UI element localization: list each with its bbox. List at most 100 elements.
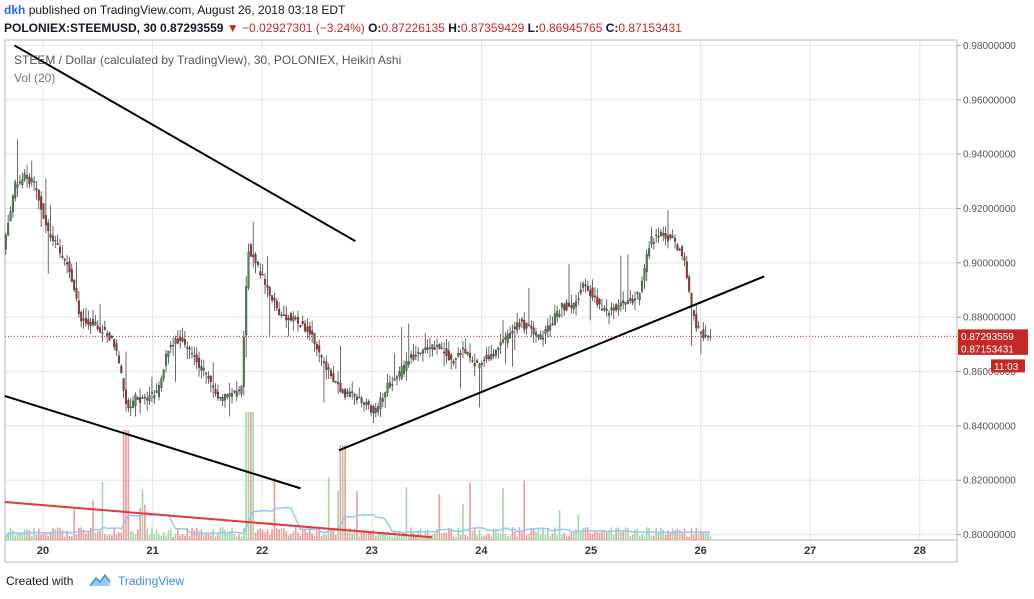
volume-bar bbox=[466, 536, 469, 540]
candle-body bbox=[82, 318, 85, 321]
volume-bar bbox=[516, 536, 518, 540]
volume-bar bbox=[407, 536, 410, 540]
volume-bar bbox=[247, 412, 250, 540]
y-tick-label: 0.86000000 bbox=[963, 367, 1016, 378]
volume-bar bbox=[645, 527, 648, 540]
volume-bar bbox=[537, 528, 540, 540]
candle-body bbox=[473, 362, 476, 367]
x-tick-label: 27 bbox=[804, 545, 816, 557]
volume-bar bbox=[139, 507, 141, 540]
volume-bar bbox=[700, 530, 702, 540]
candle-body bbox=[334, 381, 337, 383]
candle-body bbox=[525, 322, 528, 329]
candle-body bbox=[551, 323, 554, 326]
candle-body bbox=[695, 314, 698, 329]
volume-bar bbox=[523, 480, 526, 540]
candle-body bbox=[652, 242, 655, 244]
price-axis[interactable]: 0.98000000 0.96000000 0.94000000 0.92000000… bbox=[957, 41, 1016, 541]
candle-body bbox=[497, 347, 500, 350]
volume-bar bbox=[535, 532, 537, 540]
volume-bar bbox=[165, 535, 167, 540]
candle-body bbox=[490, 353, 493, 360]
candle-body bbox=[273, 297, 276, 301]
volume-bar bbox=[285, 531, 288, 540]
candle-body bbox=[287, 317, 290, 321]
candle-body bbox=[676, 244, 679, 251]
tradingview-logo-icon[interactable] bbox=[88, 572, 112, 588]
candle-body bbox=[657, 236, 660, 238]
price-chart[interactable]: 0.98000000 0.96000000 0.94000000 0.92000000… bbox=[0, 0, 1034, 564]
candle-body bbox=[648, 248, 651, 256]
candle-body bbox=[393, 378, 396, 381]
volume-bar bbox=[14, 535, 17, 540]
volume-bar bbox=[240, 536, 243, 540]
volume-bar bbox=[125, 430, 127, 540]
volume-bar bbox=[678, 529, 681, 540]
volume-bar bbox=[601, 529, 603, 540]
volume-bar bbox=[431, 534, 434, 540]
candle-body bbox=[579, 289, 582, 294]
candle-body bbox=[650, 236, 653, 245]
candle-body bbox=[115, 343, 118, 351]
candle-body bbox=[487, 355, 490, 360]
volume-bar bbox=[153, 534, 156, 540]
candle-body bbox=[242, 336, 245, 387]
volume-bar bbox=[341, 445, 344, 540]
volume-bar bbox=[589, 533, 592, 540]
volume-bar bbox=[629, 536, 632, 540]
candle-body bbox=[320, 355, 323, 358]
candle-body bbox=[478, 363, 481, 369]
tradingview-brand[interactable]: TradingView bbox=[118, 574, 185, 588]
candle-body bbox=[66, 262, 69, 265]
volume-bar bbox=[469, 482, 471, 540]
volume-bar bbox=[615, 528, 617, 540]
candle-body bbox=[457, 352, 460, 357]
candle-body bbox=[294, 317, 297, 320]
volume-bar bbox=[558, 510, 561, 540]
volume-bar bbox=[554, 527, 556, 540]
candle-body bbox=[553, 313, 556, 326]
candle-body bbox=[502, 339, 505, 343]
volume-bar bbox=[231, 527, 233, 540]
candle-body bbox=[426, 347, 429, 350]
candle-body bbox=[228, 393, 231, 397]
volume-bar bbox=[575, 529, 577, 540]
volume-bar bbox=[443, 532, 445, 540]
candle-body bbox=[174, 338, 177, 344]
candle-body bbox=[645, 253, 648, 273]
publish-header: dkh published on TradingView.com, August… bbox=[4, 3, 345, 19]
volume-bar bbox=[492, 529, 495, 540]
volume-bar bbox=[219, 527, 222, 540]
volume-bars bbox=[5, 412, 712, 540]
volume-bar bbox=[132, 531, 134, 540]
candle-body bbox=[254, 254, 257, 263]
candle-body bbox=[466, 352, 469, 355]
candle-body bbox=[127, 400, 130, 409]
volume-bar bbox=[311, 533, 313, 540]
price-label-bg bbox=[958, 341, 1028, 355]
volume-bar bbox=[476, 535, 478, 540]
volume-bar bbox=[151, 527, 153, 540]
volume-bar bbox=[410, 527, 412, 540]
volume-bar bbox=[549, 536, 551, 540]
volume-bar bbox=[332, 528, 335, 540]
volume-bar bbox=[506, 536, 509, 540]
volume-bar bbox=[379, 533, 382, 540]
volume-bar bbox=[440, 533, 443, 540]
volume-bar bbox=[294, 527, 297, 540]
candle-body bbox=[179, 337, 182, 341]
author-name[interactable]: dkh bbox=[4, 3, 26, 17]
volume-bar bbox=[605, 530, 608, 540]
trendline bbox=[4, 395, 301, 490]
volume-bar bbox=[19, 532, 21, 540]
candle-body bbox=[671, 235, 674, 238]
candle-body bbox=[683, 256, 686, 261]
candle-body bbox=[205, 372, 208, 375]
volume-bar bbox=[49, 531, 52, 540]
candle-body bbox=[139, 397, 142, 403]
time-axis[interactable]: 20 21 22 23 24 25 26 27 28 bbox=[37, 545, 926, 557]
candle-body bbox=[4, 235, 7, 250]
volume-bar bbox=[483, 536, 485, 540]
y-tick-label: 0.96000000 bbox=[963, 95, 1016, 106]
candle-body bbox=[252, 254, 255, 258]
